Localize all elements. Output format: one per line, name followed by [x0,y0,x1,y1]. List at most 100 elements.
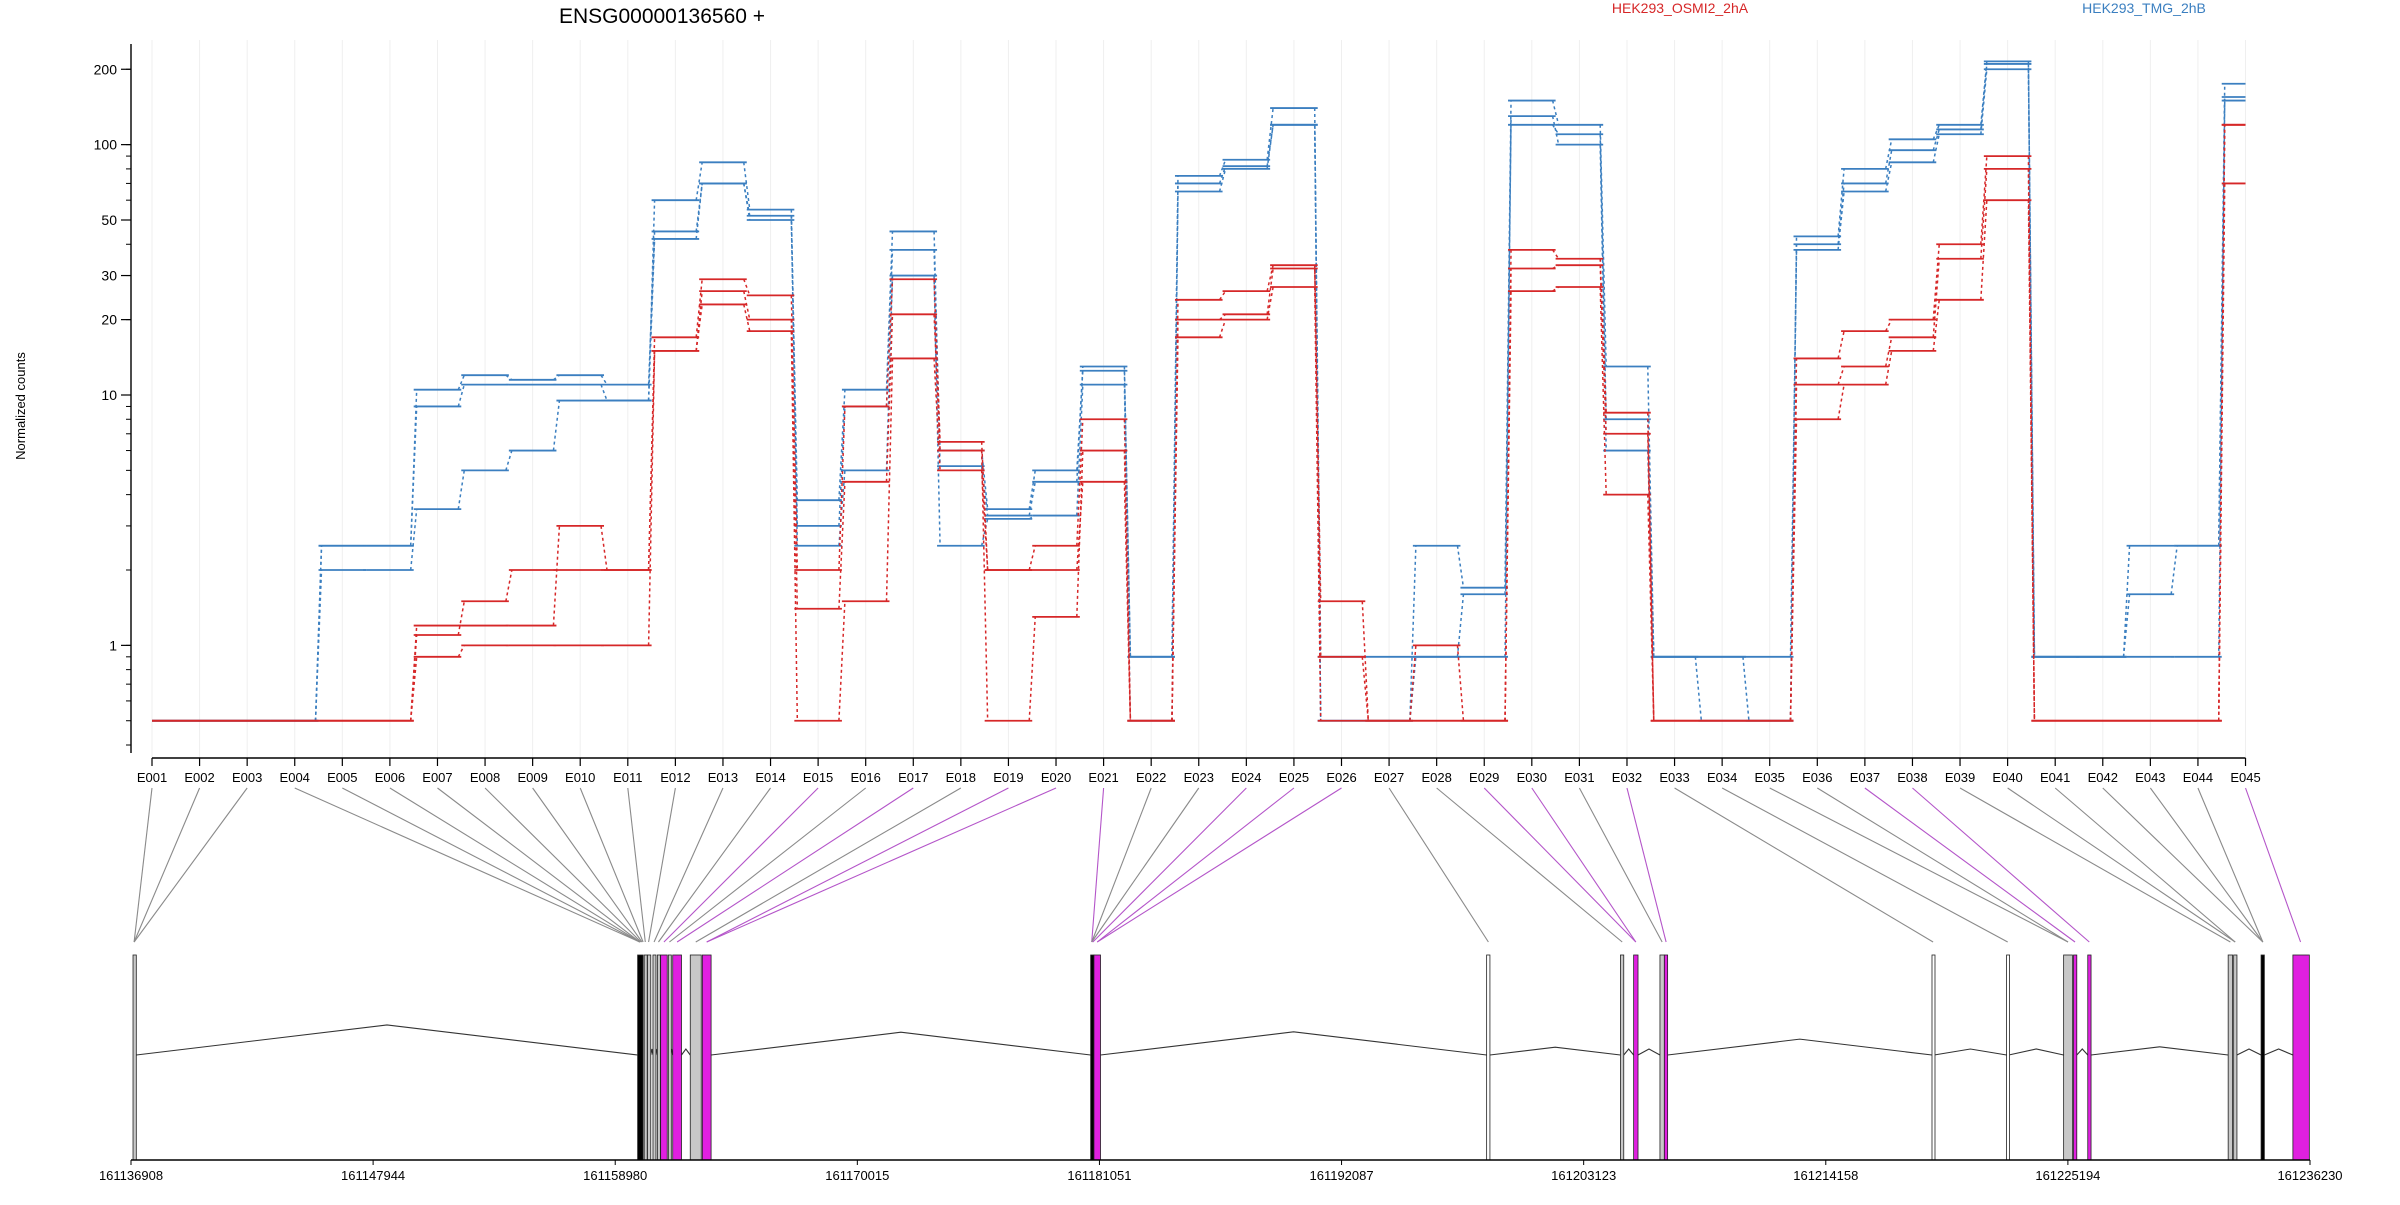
intron-connector [681,1048,691,1056]
series-5-connector [2027,200,2036,721]
link-e004 [294,787,641,943]
link-e021 [1091,787,1105,943]
series-5-connector [980,470,989,571]
series-2-connector [1837,191,1845,250]
exon-block-5 [656,954,661,1161]
exon-block-18 [1931,954,1936,1161]
x-tick-label-e045: E045 [2230,770,2260,785]
link-e012 [648,787,676,943]
series-4-connector [2027,168,2036,721]
intron-connector [1100,1031,1487,1056]
series-1-connector [600,384,608,401]
series-5-connector [1218,319,1227,338]
series-1-connector [409,406,418,546]
link-e040 [2007,787,2236,943]
link-e043 [2149,787,2264,943]
series-0-connector [1551,100,1560,125]
series-1-connector [695,162,703,201]
genomic-tick-label: 161236230 [2277,1168,2342,1183]
gene-model [132,954,2310,1161]
series-5-connector [1980,200,1988,300]
genomic-tick-label: 161158980 [583,1168,647,1183]
series-0-connector [838,389,846,501]
series-5-connector [1171,337,1179,721]
series-0-connector [1837,168,1845,237]
link-e015 [663,787,819,943]
series-5 [152,182,2246,722]
series-2-connector [790,219,799,546]
series-4-connector [1076,450,1084,617]
x-tick-label-e042: E042 [2088,770,2118,785]
link-e027 [1388,787,1489,943]
series-2-connector [647,238,656,401]
x-tick-label-e043: E043 [2135,770,2165,785]
series-3-connector [743,278,751,296]
exon-block-4 [652,954,657,1161]
link-e041 [2054,787,2236,943]
exon-block-12 [1093,954,1101,1161]
series-0-connector [1932,124,1940,140]
series-4-connector [743,290,751,320]
x-tick-label-e037: E037 [1850,770,1880,785]
exon-block-16 [1659,954,1665,1161]
exon-block-14 [1620,954,1625,1161]
intron-connector [2264,1048,2294,1056]
link-e035 [1769,787,2069,943]
legend-label-osmi2: HEK293_OSMI2_2hA [1612,0,1749,16]
link-e010 [579,787,644,943]
series-4-connector [457,601,466,636]
y-tick-label: 20 [101,312,117,328]
series-3-connector [790,295,799,571]
link-e014 [658,787,771,943]
genomic-tick-label: 161147944 [341,1168,405,1183]
series-2 [152,68,2246,722]
series-2-connector [1884,162,1893,192]
exon-block-24 [2233,954,2238,1161]
series-2-connector [1313,124,1322,657]
link-e011 [627,787,646,943]
exon-block-7 [667,954,672,1161]
series-5-connector [409,656,418,721]
x-tick-label-e014: E014 [755,770,785,785]
series-2-connector [1218,168,1227,192]
x-tick-label-e031: E031 [1564,770,1594,785]
series-0-connector [1028,481,1036,516]
link-e017 [676,787,914,943]
y-tick-label: 30 [101,268,117,284]
series-5-connector [1932,299,1940,351]
intron-connector [1623,1048,1635,1056]
genomic-tick-label: 161181051 [1067,1168,1131,1183]
x-tick-label-e015: E015 [803,770,833,785]
series-1-connector [457,384,465,407]
link-e039 [1959,787,2231,943]
series-4-connector [1599,265,1607,434]
series-0-connector [1742,656,1750,721]
series-2-connector [1789,249,1798,657]
y-tick-label: 50 [101,212,117,228]
series-2-connector [1980,69,1988,135]
link-e001 [133,787,153,943]
exon-block-13 [1486,954,1491,1161]
x-tick-label-e007: E007 [422,770,452,785]
link-e013 [653,787,724,943]
intron-connector [1637,1048,1661,1056]
x-tick-label-e033: E033 [1659,770,1689,785]
exon-block-22 [2087,954,2092,1161]
series-2-connector [1171,191,1179,721]
series-4-connector [1837,366,1845,385]
series-5-connector [1076,481,1084,571]
series-0-connector [1599,124,1607,367]
series-2-connector [552,400,561,451]
series-0-connector [600,374,608,386]
series-4-connector [1884,337,1893,367]
series-5-connector [1313,286,1322,721]
series-5-connector [838,601,846,721]
link-e008 [484,787,642,943]
series-5-connector [1884,350,1893,385]
series-5-connector [743,304,751,332]
chart-title: ENSG00000136560 + [559,5,765,28]
x-tick-label-e032: E032 [1612,770,1642,785]
intron-connector [1667,1038,1933,1056]
